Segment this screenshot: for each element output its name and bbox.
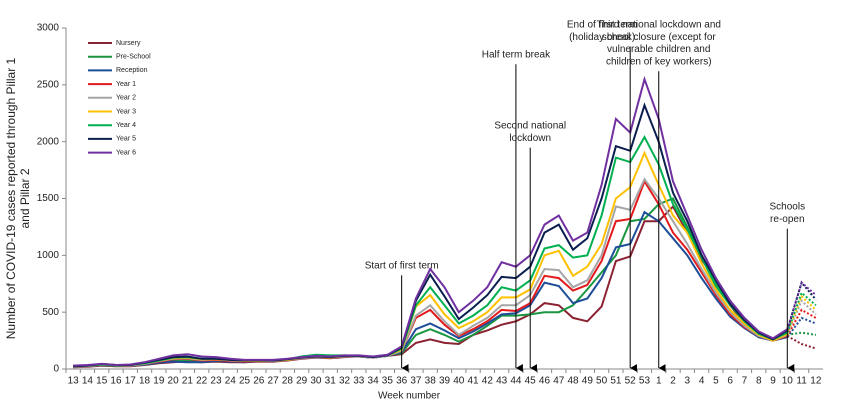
x-tick-label: 49	[582, 376, 594, 387]
annotation-text: End of first term	[567, 20, 638, 31]
annotation-text: school closure (except for	[602, 32, 717, 43]
x-tick-label: 10	[782, 376, 794, 387]
y-axis-title-line: and Pillar 2	[18, 168, 32, 228]
y-tick-label: 1000	[37, 250, 60, 261]
y-axis-title-line: Number of COVID-19 cases reported throug…	[4, 57, 18, 339]
x-tick-label: 48	[567, 376, 579, 387]
y-tick-label: 1500	[37, 193, 60, 204]
annotation-text: Schools	[770, 202, 806, 213]
annotation-text: Start of first term	[365, 261, 439, 272]
x-tick-label: 11	[796, 376, 807, 387]
x-tick-label: 25	[239, 376, 251, 387]
x-tick-label: 45	[525, 376, 537, 387]
y-tick-label: 3000	[37, 23, 60, 34]
series-line	[73, 75, 788, 367]
x-tick-label: 21	[182, 376, 194, 387]
x-tick-label: 50	[596, 376, 608, 387]
x-tick-label: 5	[713, 376, 719, 387]
x-tick-label: 27	[268, 376, 280, 387]
legend-label: Reception	[116, 67, 148, 74]
x-tick-label: 8	[756, 376, 762, 387]
y-tick-label: 0	[53, 364, 59, 375]
x-tick-label: 22	[196, 376, 208, 387]
series-line	[786, 316, 817, 338]
x-tick-label: 16	[110, 376, 122, 387]
y-tick-label: 2500	[37, 79, 60, 90]
series-line	[787, 331, 817, 336]
x-tick-label: 6	[727, 376, 733, 387]
annotation-text: lockdown	[509, 133, 551, 144]
legend-label: Year 4	[116, 122, 136, 129]
x-tick-label: 47	[553, 376, 565, 387]
x-tick-label: 32	[339, 376, 351, 387]
x-tick-label: 23	[210, 376, 222, 387]
x-tick-label: 30	[310, 376, 322, 387]
x-tick-label: 18	[139, 376, 151, 387]
y-axis-title: Number of COVID-19 cases reported throug…	[4, 57, 32, 339]
x-tick-label: 35	[382, 376, 394, 387]
x-tick-label: 29	[296, 376, 308, 387]
legend-label: Year 6	[116, 149, 136, 156]
series-line	[786, 299, 817, 336]
x-tick-label: 17	[125, 376, 137, 387]
x-tick-label: 24	[225, 376, 237, 387]
legend-label: Year 3	[116, 108, 136, 115]
annotation-text: re-open	[770, 214, 804, 225]
x-tick-label: 51	[610, 376, 622, 387]
annotation-text: Half term break	[482, 50, 551, 61]
series-line	[73, 210, 788, 368]
annotation-text: vulnerable children and	[607, 44, 710, 55]
legend-label: Nursery	[116, 40, 141, 47]
x-tick-label: 44	[510, 376, 522, 387]
x-tick-label: 3	[685, 376, 691, 387]
legend-label: Pre-School	[116, 54, 151, 61]
x-tick-label: 34	[368, 376, 380, 387]
x-tick-label: 2	[670, 376, 676, 387]
x-tick-label: 4	[699, 376, 705, 387]
x-tick-label: 52	[625, 376, 637, 387]
x-tick-label: 12	[810, 376, 822, 387]
annotation-text: children of key workers)	[606, 57, 712, 68]
annotation-text: Third national lockdown and	[596, 20, 721, 31]
annotation-text: (holiday break)	[569, 32, 635, 43]
series-line	[73, 150, 788, 368]
x-tick-label: 46	[539, 376, 551, 387]
series-line	[73, 102, 788, 368]
x-tick-label: 39	[439, 376, 451, 387]
x-tick-label: 43	[496, 376, 508, 387]
x-axis-title: Week number	[378, 391, 441, 402]
legend-label: Year 1	[116, 81, 136, 88]
x-tick-label: 31	[325, 376, 337, 387]
annotation-text: Second national	[494, 121, 566, 132]
x-tick-label: 15	[96, 376, 108, 387]
x-tick-label: 42	[482, 376, 494, 387]
y-tick-label: 500	[42, 307, 59, 318]
x-tick-label: 33	[353, 376, 365, 387]
series-line	[786, 335, 817, 350]
series-line	[73, 135, 788, 368]
legend-label: Year 2	[116, 95, 136, 102]
x-tick-label: 41	[468, 376, 480, 387]
series-line	[786, 308, 817, 337]
x-tick-label: 37	[410, 376, 422, 387]
x-tick-label: 14	[82, 376, 94, 387]
x-tick-label: 20	[168, 376, 180, 387]
x-tick-label: 40	[453, 376, 465, 387]
x-tick-label: 19	[153, 376, 165, 387]
x-tick-label: 7	[742, 376, 748, 387]
x-tick-label: 36	[396, 376, 408, 387]
x-tick-label: 53	[639, 376, 651, 387]
x-tick-label: 38	[425, 376, 437, 387]
x-tick-label: 13	[68, 376, 80, 387]
x-tick-label: 26	[253, 376, 265, 387]
x-tick-label: 28	[282, 376, 294, 387]
series-line	[786, 280, 817, 330]
x-tick-label: 9	[770, 376, 776, 387]
y-tick-label: 2000	[37, 136, 60, 147]
legend-label: Year 5	[116, 136, 136, 143]
x-tick-label: 1	[656, 376, 662, 387]
